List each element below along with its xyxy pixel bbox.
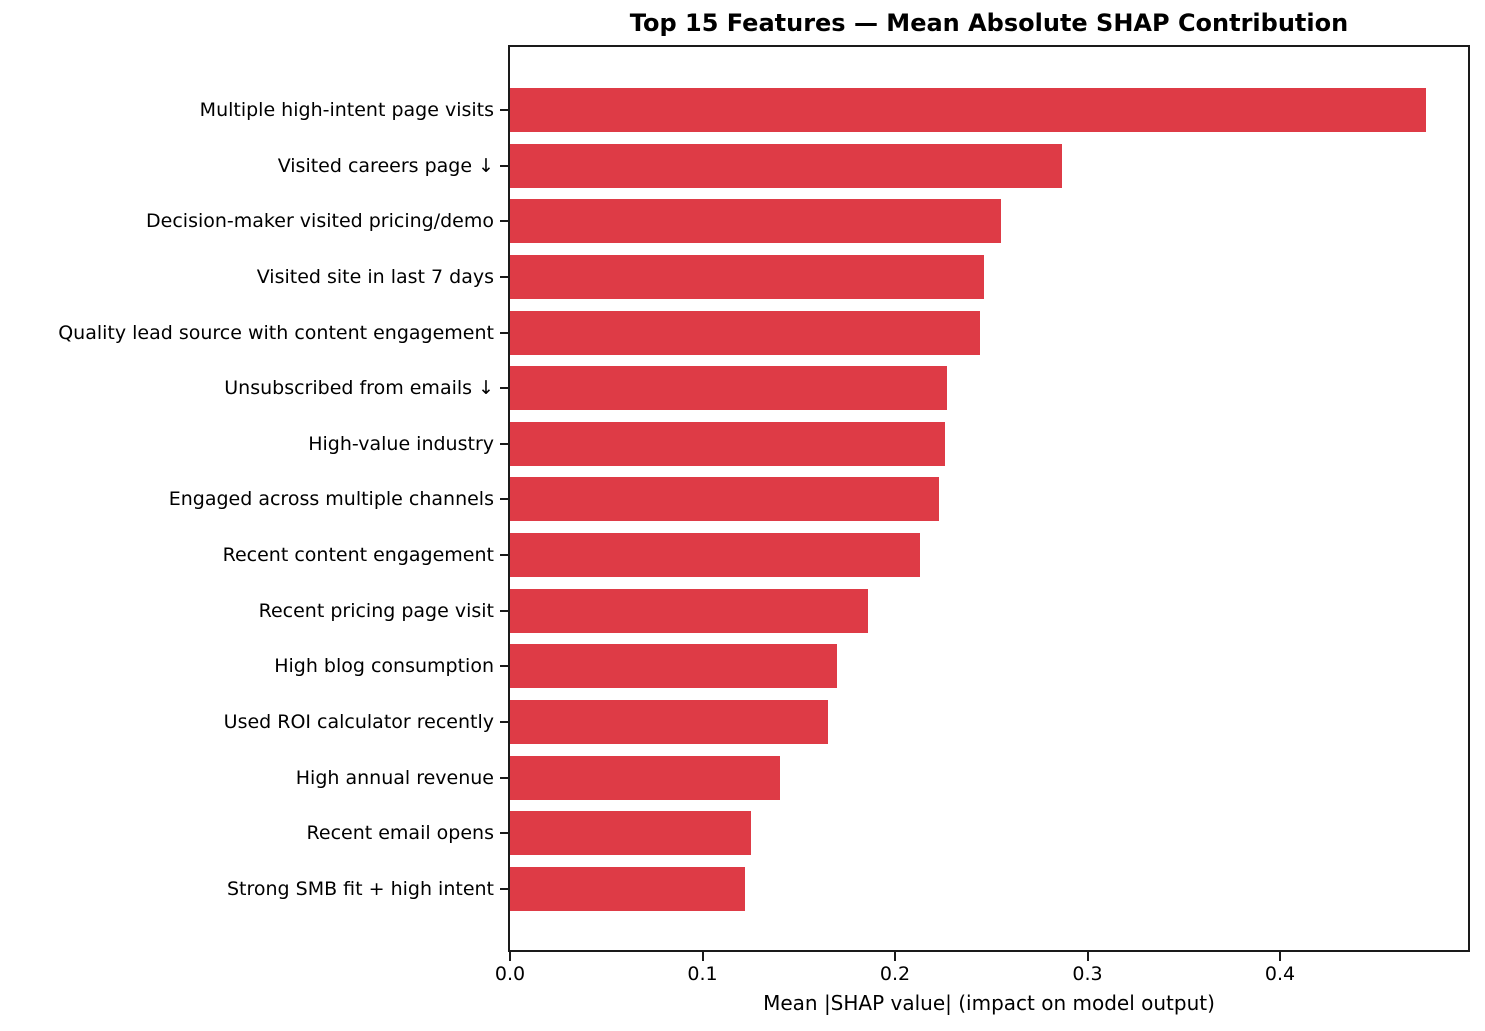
chart-title: Top 15 Features — Mean Absolute SHAP Con…	[629, 9, 1349, 37]
y-tick-label: Recent email opens	[306, 822, 494, 845]
x-tick-label: 0.1	[687, 963, 718, 985]
y-tick-label: Visited site in last 7 days	[256, 265, 494, 288]
x-tick-label: 0.3	[1072, 963, 1103, 985]
y-tick-mark	[500, 887, 508, 890]
x-tick-label: 0.0	[494, 963, 526, 985]
y-tick-label: Recent content engagement	[222, 544, 494, 567]
y-tick-label: High blog consumption	[274, 655, 494, 678]
y-tick-mark	[500, 554, 508, 557]
shap-bar	[510, 866, 745, 911]
y-tick-label: High-value industry	[308, 432, 494, 455]
y-tick-mark	[500, 387, 508, 390]
x-tick-label: 0.2	[879, 963, 911, 985]
shap-bar	[510, 644, 838, 689]
y-tick-mark	[500, 776, 508, 779]
y-tick-mark	[500, 109, 508, 111]
shap-bar	[510, 588, 869, 633]
x-tick-mark	[509, 952, 511, 961]
y-tick-label: Unsubscribed from emails ↓	[224, 377, 494, 400]
shap-bar	[510, 310, 980, 355]
x-tick-mark	[701, 952, 704, 961]
y-tick-label: Engaged across multiple channels	[168, 488, 494, 511]
shap-bar	[510, 88, 1427, 132]
shap-bar	[510, 199, 1001, 244]
y-tick-label: Decision-maker visited pricing/demo	[146, 210, 494, 233]
shap-bar	[510, 143, 1063, 188]
y-tick-mark	[500, 498, 508, 501]
y-tick-label: High annual revenue	[295, 766, 494, 789]
y-tick-label: Quality lead source with content engagem…	[58, 321, 494, 344]
y-tick-label: Recent pricing page visit	[258, 599, 494, 622]
plot-area	[508, 45, 1470, 952]
y-tick-mark	[500, 665, 508, 668]
x-tick-label: 0.4	[1264, 963, 1296, 985]
y-tick-mark	[500, 609, 508, 612]
y-tick-label: Multiple high-intent page visits	[199, 99, 494, 121]
shap-bar	[510, 477, 940, 522]
y-tick-label: Visited careers page ↓	[277, 154, 494, 177]
shap-bar	[510, 700, 828, 745]
shap-bar	[510, 254, 984, 299]
y-tick-mark	[500, 220, 508, 223]
shap-bar	[510, 366, 947, 411]
shap-bar	[510, 533, 921, 578]
shap-bar	[510, 421, 946, 466]
x-axis-label: Mean |SHAP value| (impact on model outpu…	[763, 991, 1215, 1015]
y-tick-mark	[500, 164, 508, 167]
y-tick-mark	[500, 331, 508, 334]
shap-bar	[510, 755, 780, 800]
x-tick-mark	[1279, 952, 1281, 961]
y-tick-mark	[500, 275, 508, 278]
y-tick-label: Used ROI calculator recently	[223, 711, 494, 734]
y-tick-mark	[500, 442, 508, 445]
y-tick-mark	[500, 721, 508, 724]
x-tick-mark	[1086, 952, 1089, 961]
y-tick-label: Strong SMB fit + high intent	[226, 877, 494, 900]
y-tick-mark	[500, 832, 508, 835]
shap-bar	[510, 811, 751, 856]
x-tick-mark	[894, 952, 896, 961]
